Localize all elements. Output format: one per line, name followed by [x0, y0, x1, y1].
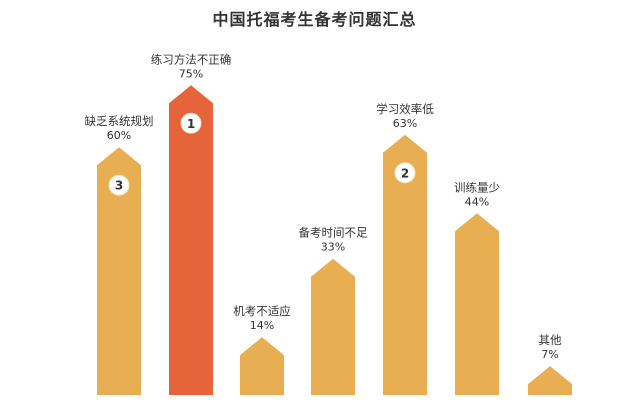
rank-badge-label: 3 [115, 179, 123, 193]
value-label: 44% [465, 195, 489, 208]
bar [169, 85, 213, 395]
value-label: 75% [179, 67, 203, 80]
bar-group: 2 63%学习效率低 [376, 102, 434, 395]
bar [455, 213, 499, 395]
value-label: 33% [321, 241, 345, 254]
bar [240, 337, 284, 395]
category-label: 练习方法不正确 [151, 52, 232, 66]
rank-badge [180, 112, 202, 134]
category-label: 机考不适应 [233, 304, 291, 318]
bar [383, 134, 427, 395]
value-label: 63% [393, 117, 417, 130]
bar [311, 258, 355, 395]
bar-group: 44%训练量少 [454, 180, 500, 395]
bar-group: 33%备考时间不足 [299, 226, 368, 395]
rank-badge [108, 174, 130, 196]
bar-group: 7%其他 [528, 333, 572, 395]
chart-title: 中国托福考生备考问题汇总 [212, 10, 417, 29]
value-label: 7% [541, 348, 558, 361]
category-label: 缺乏系统规划 [85, 114, 154, 128]
bar-group: 3 60%缺乏系统规划 [85, 114, 154, 395]
rank-badge-label: 1 [187, 117, 195, 131]
bar [97, 147, 141, 395]
value-label: 60% [107, 129, 131, 142]
rank-badge-label: 2 [401, 166, 409, 180]
bar-group: 1 75%练习方法不正确 [151, 52, 232, 395]
category-label: 学习效率低 [376, 102, 434, 116]
value-label: 14% [250, 319, 274, 332]
bar-group: 14%机考不适应 [233, 304, 291, 395]
bar [528, 366, 572, 395]
category-label: 备考时间不足 [299, 226, 368, 240]
rank-badge [394, 162, 416, 184]
category-label: 训练量少 [454, 180, 500, 194]
category-label: 其他 [539, 333, 562, 347]
